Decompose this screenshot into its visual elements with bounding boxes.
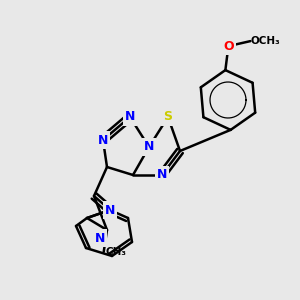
Text: N: N	[98, 134, 108, 146]
Text: N: N	[157, 169, 167, 182]
Text: N: N	[105, 203, 115, 217]
Text: CH₃: CH₃	[106, 247, 127, 257]
Text: OCH₃: OCH₃	[250, 36, 280, 46]
Text: N: N	[95, 232, 105, 244]
Text: O: O	[223, 40, 234, 52]
Text: N: N	[144, 140, 154, 154]
Text: S: S	[164, 110, 172, 124]
Text: N: N	[125, 110, 135, 124]
